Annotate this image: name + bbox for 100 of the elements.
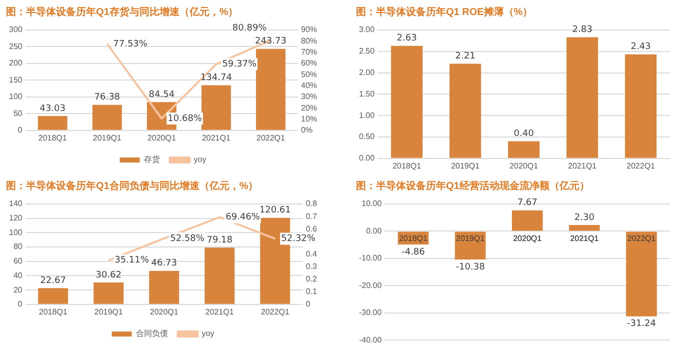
bar [38, 288, 68, 304]
y2-tick-label: 50% [300, 70, 318, 79]
data-label: 77.53% [113, 39, 148, 50]
chart-title: 图：半导体设备历年Q1经营活动现金流净额（亿元） [356, 180, 590, 192]
legend-label: yoy [202, 329, 214, 338]
data-label: 59.37% [222, 60, 257, 70]
y-tick-label: 1.00 [358, 110, 376, 120]
data-label: 2.21 [455, 52, 476, 62]
y2-tick-label: 0% [300, 126, 313, 135]
y2-tick-label: 0.8 [306, 199, 318, 208]
y2-tick-label: 80% [300, 36, 318, 46]
x-tick-label: 2018Q1 [38, 133, 68, 142]
legend-label: yoy [194, 155, 206, 164]
y2-tick-label: 0.1 [306, 287, 318, 296]
x-tick-label: 2021Q1 [568, 161, 598, 170]
data-label: -31.24 [626, 319, 656, 330]
data-label: 0.40 [514, 129, 534, 140]
bar [204, 248, 235, 304]
data-label: 7.67 [517, 198, 538, 208]
y-tick-label: 2.00 [358, 68, 376, 78]
data-label: 79.18 [206, 235, 233, 246]
data-label: 80.89% [232, 24, 268, 34]
x-tick-label: 2020Q1 [147, 133, 176, 142]
x-tick-label: 2022Q1 [627, 234, 656, 244]
x-tick-label: 2022Q1 [260, 307, 290, 316]
data-label: -10.38 [456, 262, 486, 272]
y2-tick-label: 90% [300, 25, 318, 34]
y-tick-label: 200 [8, 58, 23, 68]
y-tick-label: 0.50 [358, 132, 376, 142]
y-tick-label: 3.00 [358, 25, 376, 34]
x-tick-label: 2019Q1 [94, 307, 124, 316]
chart-title: 图：半导体设备历年Q1 ROE摊薄（%） [356, 6, 533, 18]
x-tick-label: 2020Q1 [150, 307, 179, 316]
bar [626, 232, 657, 316]
y2-tick-label: 20% [300, 103, 318, 112]
x-tick-label: 2019Q1 [92, 133, 122, 142]
x-tick-label: 2020Q1 [513, 234, 542, 244]
data-label: 46.73 [151, 258, 177, 269]
data-label: 30.62 [96, 270, 122, 280]
y2-tick-label: 10% [300, 114, 318, 124]
bar [566, 37, 598, 158]
y-tick-label: 20 [13, 285, 23, 294]
y-tick-label: 0 [18, 300, 23, 309]
y2-tick-label: 30% [300, 92, 318, 102]
x-tick-label: 2019Q1 [451, 161, 480, 170]
bar [512, 210, 543, 231]
y-tick-label: 60 [13, 256, 23, 266]
y2-tick-label: 0 [306, 300, 311, 309]
data-label: -4.86 [402, 247, 426, 258]
data-label: 10.68% [168, 114, 202, 124]
y-tick-label: 150 [8, 75, 23, 84]
data-label: 2.83 [572, 25, 592, 36]
data-label: 52.58% [170, 234, 205, 244]
x-tick-label: 2021Q1 [570, 234, 600, 244]
bar [149, 270, 180, 304]
bar [256, 48, 286, 130]
x-tick-label: 2020Q1 [510, 161, 539, 170]
y2-tick-label: 70% [300, 48, 318, 57]
data-label: 22.67 [40, 276, 66, 286]
x-tick-label: 2021Q1 [205, 307, 234, 316]
y-tick-label: 40 [13, 270, 23, 280]
data-label: 120.61 [259, 206, 291, 216]
x-tick-label: 2018Q1 [38, 307, 68, 316]
y-tick-label: 80 [13, 242, 23, 252]
y-tick-label: 100 [8, 228, 23, 237]
y-tick-label: 0 [18, 126, 23, 135]
data-label: 243.73 [254, 36, 286, 47]
data-label: 2.63 [396, 34, 417, 44]
y-tick-label: 1.50 [358, 89, 376, 98]
chart-title: 图：半导体设备历年Q1存货与同比增速（亿元，%） [6, 6, 238, 18]
x-tick-label: 2018Q1 [398, 234, 428, 244]
bar [508, 141, 540, 158]
y2-tick-label: 0.3 [306, 262, 318, 271]
bar [624, 54, 657, 158]
bar [94, 282, 124, 304]
y-tick-label: 100 [8, 92, 23, 102]
y-tick-label: 120 [8, 214, 23, 223]
y-tick-label: 2.50 [358, 46, 376, 56]
y-tick-label: 140 [8, 199, 23, 208]
y2-tick-label: 0.7 [306, 212, 318, 221]
y2-tick-label: 0.2 [306, 274, 318, 284]
data-label: 84.54 [148, 90, 175, 100]
chart-title: 图：半导体设备历年Q1合同负债与同比增速（亿元，%） [6, 180, 258, 192]
y-tick-label: 0.00 [358, 154, 376, 163]
bar [92, 104, 122, 130]
x-tick-label: 2018Q1 [392, 161, 422, 170]
data-label: 69.46% [226, 212, 260, 223]
legend-label: 合同负债 [136, 329, 168, 338]
y-tick-label: 300 [8, 25, 23, 34]
data-label: 76.38 [94, 92, 120, 103]
data-label: 43.03 [40, 104, 66, 114]
bar [569, 224, 600, 231]
data-label: 52.32% [281, 234, 316, 244]
y-tick-label: 10.00 [362, 199, 382, 208]
bar [201, 85, 231, 130]
y-tick-label: 250 [8, 42, 23, 51]
x-tick-label: 2019Q1 [456, 234, 486, 244]
bar [450, 64, 482, 158]
y-tick-label: -30.00 [358, 308, 382, 318]
y2-tick-label: 60% [300, 58, 318, 68]
